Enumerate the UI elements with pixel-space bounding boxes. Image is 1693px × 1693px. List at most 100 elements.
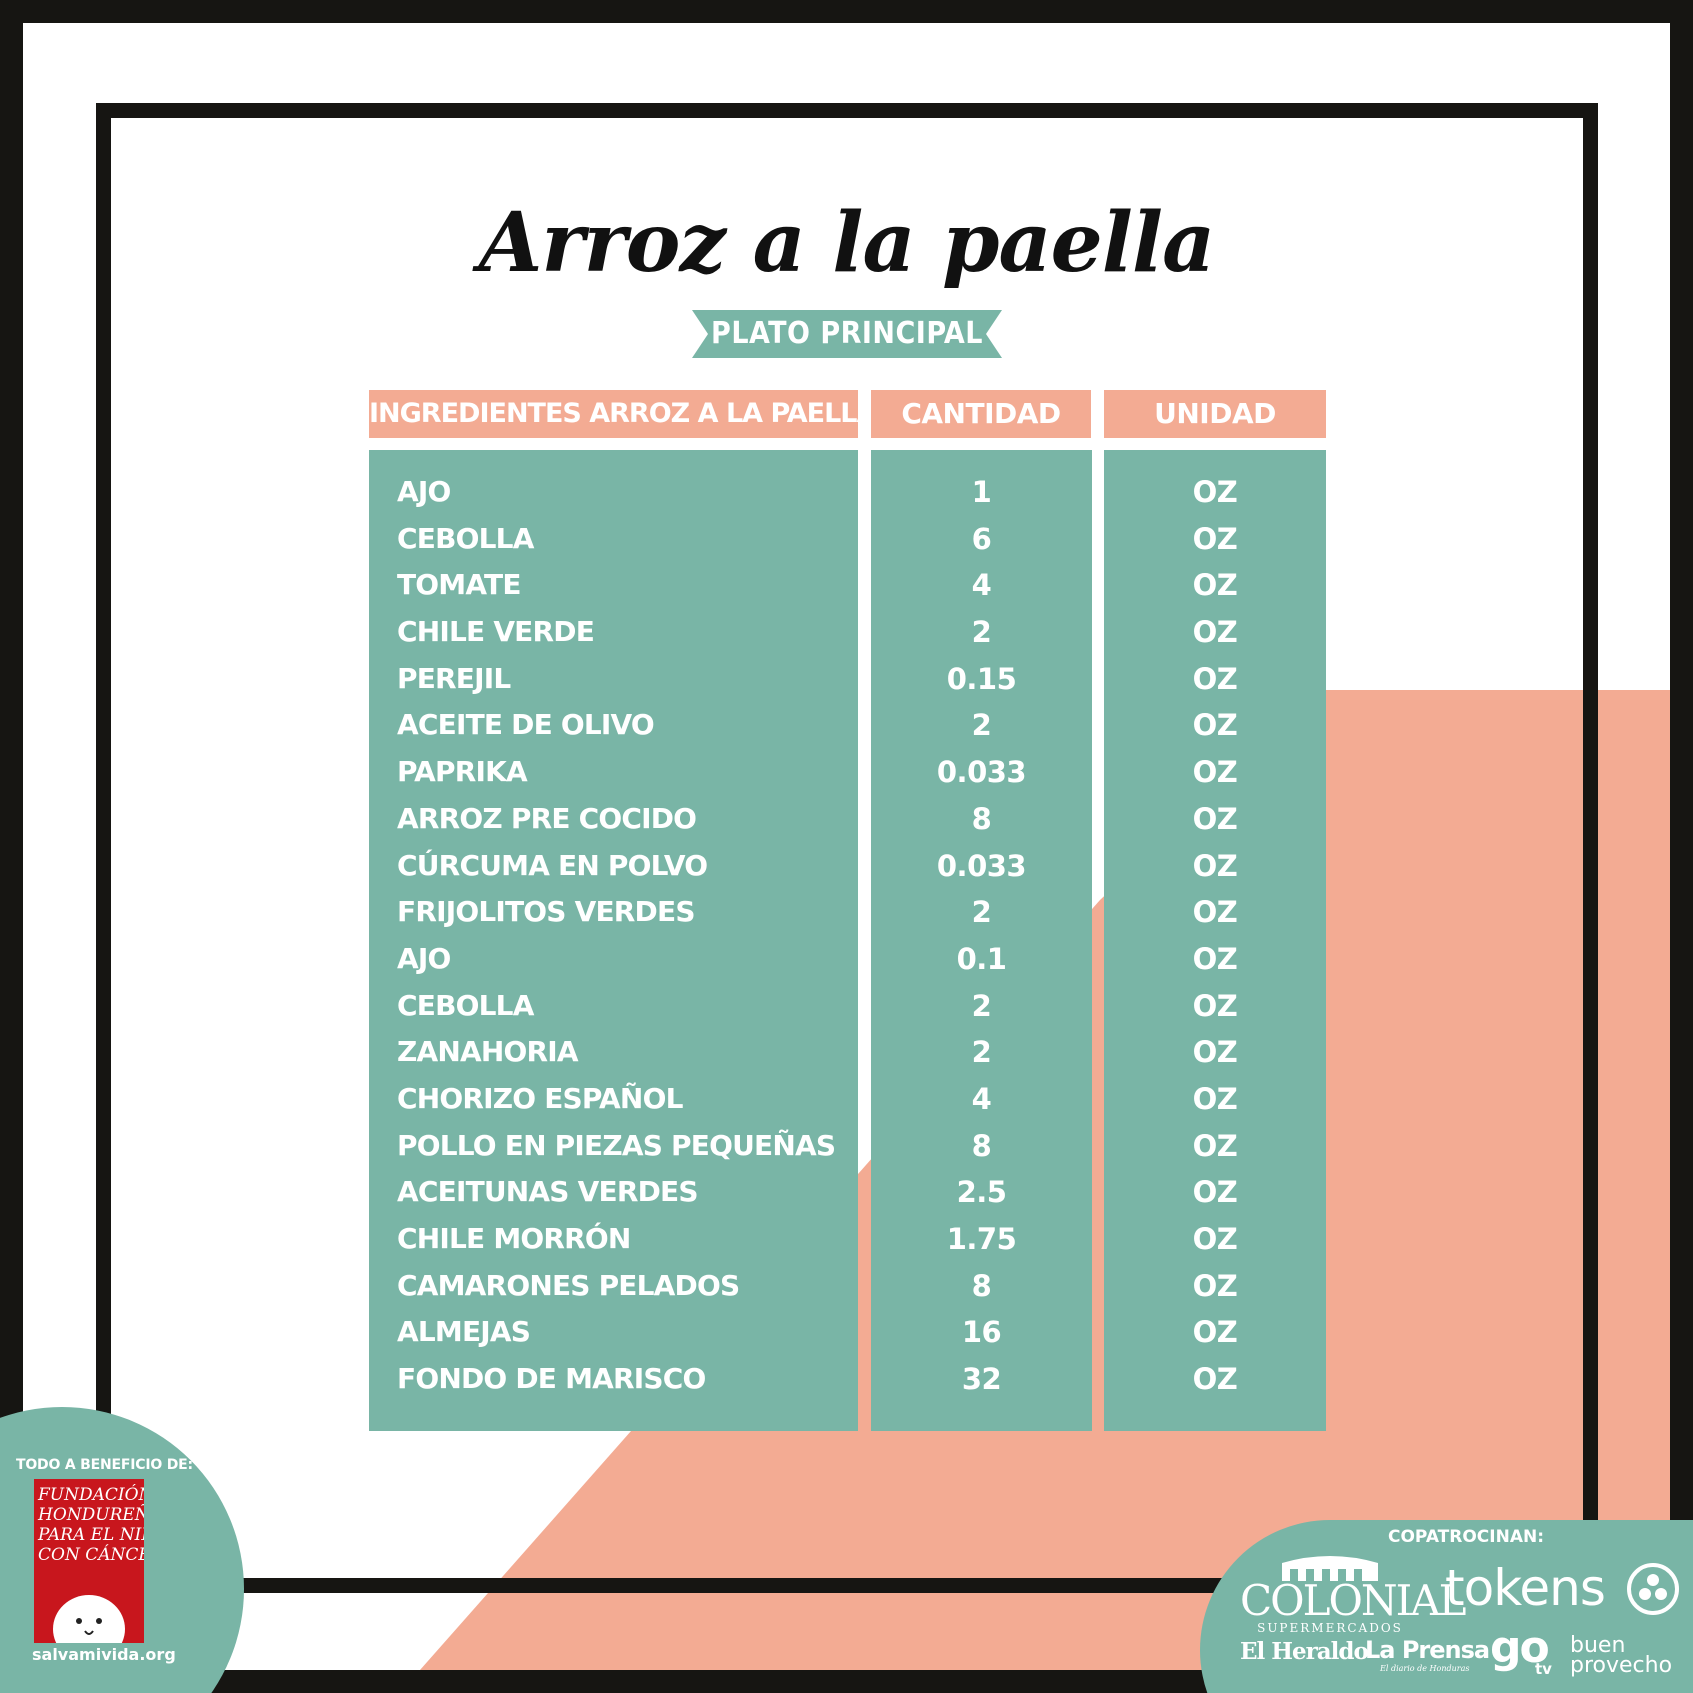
header-ingredients: INGREDIENTES ARROZ A LA PAELLA bbox=[369, 390, 858, 438]
ingredient-cell: CÚRCUMA EN POLVO bbox=[397, 848, 708, 882]
beneficiary-caption: TODO A BENEFICIO DE: bbox=[16, 1457, 193, 1473]
salmon-panel-right bbox=[1325, 690, 1670, 1670]
unit-cell: OZ bbox=[1192, 521, 1238, 556]
quantity-cell: 4 bbox=[971, 1081, 992, 1116]
ingredient-cell: CHILE MORRÓN bbox=[397, 1222, 631, 1255]
quantity-cell: 2 bbox=[971, 895, 992, 930]
colonial-logo: COLONIAL SUPERMERCADOS bbox=[1240, 1555, 1466, 1635]
fhncc-line-1: FUNDACIÓN bbox=[38, 1485, 144, 1505]
ingredient-cell: CAMARONES PELADOS bbox=[397, 1268, 740, 1302]
unit-cell: OZ bbox=[1192, 1175, 1238, 1210]
ingredient-cell: ARROZ PRE COCIDO bbox=[397, 801, 697, 835]
fhncc-logo: FUNDACIÓN HONDUREÑA PARA EL NIÑO CON CÁN… bbox=[34, 1479, 144, 1643]
unit-cell: OZ bbox=[1192, 988, 1238, 1023]
tokens-logo: tokens bbox=[1445, 1559, 1606, 1617]
ingredient-cell: CEBOLLA bbox=[397, 988, 534, 1022]
quantity-list: 1 6 4 2 0.15 2 0.033 8 0.033 2 0.1 2 2 4 8 2.5 1.75 8 16 32 bbox=[871, 469, 1092, 1403]
course-label: PLATO PRINCIPAL bbox=[711, 316, 983, 351]
unit-cell: OZ bbox=[1192, 661, 1238, 696]
unit-cell: OZ bbox=[1192, 1315, 1238, 1350]
ingredient-cell: POLLO EN PIEZAS PEQUEÑAS bbox=[397, 1128, 836, 1162]
ingredients-column: AJO CEBOLLA TOMATE CHILE VERDE PEREJIL ACEITE… bbox=[369, 450, 858, 1431]
quantity-cell: 0.15 bbox=[946, 661, 1017, 696]
quantity-cell: 8 bbox=[971, 801, 992, 836]
ingredient-cell: ALMEJAS bbox=[397, 1315, 531, 1349]
unit-cell: OZ bbox=[1192, 755, 1238, 790]
la-prensa-logo: La Prensa bbox=[1365, 1636, 1490, 1664]
unit-cell: OZ bbox=[1192, 1222, 1238, 1256]
unit-cell: OZ bbox=[1192, 941, 1238, 976]
ingredient-cell: CHILE VERDE bbox=[397, 615, 595, 649]
quantity-cell: 1 bbox=[971, 475, 992, 509]
la-prensa-tagline: El diario de Honduras bbox=[1380, 1664, 1470, 1673]
gotv-logo: go bbox=[1490, 1622, 1550, 1673]
fhncc-line-4: CON CÁNCER bbox=[38, 1545, 144, 1565]
fhncc-line-3: PARA EL NIÑO bbox=[38, 1525, 144, 1545]
tokens-logo-icon bbox=[1627, 1563, 1679, 1615]
ingredient-cell: PEREJIL bbox=[397, 661, 511, 695]
unit-cell: OZ bbox=[1192, 1035, 1238, 1070]
buen-provecho-logo: buen provecho bbox=[1570, 1633, 1673, 1678]
ribbon-shape bbox=[692, 310, 1002, 358]
quantity-cell: 16 bbox=[961, 1315, 1002, 1350]
fhncc-logo-text: FUNDACIÓN HONDUREÑA PARA EL NIÑO CON CÁN… bbox=[38, 1485, 144, 1565]
quantity-cell: 1.75 bbox=[946, 1222, 1017, 1256]
ingredient-cell: AJO bbox=[397, 475, 451, 508]
quantity-cell: 6 bbox=[971, 521, 992, 556]
sponsors-caption: COPATROCINAN: bbox=[1388, 1527, 1545, 1547]
quantity-cell: 2 bbox=[971, 1035, 992, 1070]
quantity-cell: 2.5 bbox=[956, 1175, 1007, 1210]
unit-column: OZ OZ OZ OZ OZ OZ OZ OZ OZ OZ OZ OZ OZ OZ OZ OZ OZ OZ OZ OZ bbox=[1104, 450, 1326, 1431]
quantity-cell: 8 bbox=[971, 1128, 992, 1163]
sponsors-badge bbox=[1200, 1520, 1693, 1693]
unit-cell: OZ bbox=[1192, 568, 1238, 603]
quantity-column: 1 6 4 2 0.15 2 0.033 8 0.033 2 0.1 2 2 4 8 2.5 1.75 8 16 32 bbox=[871, 450, 1092, 1431]
quantity-cell: 4 bbox=[971, 568, 992, 603]
gotv-logo-tv: tv bbox=[1535, 1660, 1552, 1678]
course-ribbon: PLATO PRINCIPAL bbox=[692, 310, 1002, 358]
ingredient-cell: PAPRIKA bbox=[397, 755, 528, 789]
quantity-cell: 2 bbox=[971, 988, 992, 1023]
unit-cell: OZ bbox=[1192, 1081, 1238, 1116]
ingredient-cell: ZANAHORIA bbox=[397, 1035, 579, 1069]
ingredient-cell: TOMATE bbox=[397, 568, 522, 602]
unit-cell: OZ bbox=[1192, 801, 1238, 836]
ingredient-cell: ACEITE DE OLIVO bbox=[397, 708, 655, 742]
beneficiary-url[interactable]: salvamivida.org bbox=[32, 1645, 176, 1664]
buen-provecho-line-1: buen bbox=[1570, 1633, 1626, 1658]
colonial-name: COLONIAL bbox=[1240, 1576, 1466, 1625]
quantity-cell: 2 bbox=[971, 615, 992, 650]
quantity-cell: 0.033 bbox=[936, 755, 1027, 790]
quantity-cell: 32 bbox=[961, 1362, 1002, 1397]
unit-cell: OZ bbox=[1192, 1362, 1238, 1397]
quantity-cell: 0.1 bbox=[956, 941, 1007, 976]
ingredient-cell: CEBOLLA bbox=[397, 521, 534, 555]
quantity-cell: 0.033 bbox=[936, 848, 1027, 883]
unit-cell: OZ bbox=[1192, 1268, 1238, 1303]
ingredient-cell: FONDO DE MARISCO bbox=[397, 1362, 706, 1396]
ingredient-cell: FRIJOLITOS VERDES bbox=[397, 895, 696, 929]
unit-cell: OZ bbox=[1192, 1128, 1238, 1163]
quantity-cell: 8 bbox=[971, 1268, 992, 1303]
header-unit: UNIDAD bbox=[1104, 390, 1326, 438]
unit-cell: OZ bbox=[1192, 895, 1238, 930]
fhncc-line-2: HONDUREÑA bbox=[38, 1505, 144, 1525]
unit-list: OZ OZ OZ OZ OZ OZ OZ OZ OZ OZ OZ OZ OZ OZ OZ OZ OZ OZ OZ OZ bbox=[1104, 469, 1326, 1403]
unit-cell: OZ bbox=[1192, 708, 1238, 743]
mascot-face-icon bbox=[53, 1595, 125, 1643]
ingredient-cell: AJO bbox=[397, 941, 451, 975]
colonial-sub: SUPERMERCADOS bbox=[1257, 1621, 1403, 1635]
colonial-arch-icon bbox=[1282, 1556, 1378, 1581]
unit-cell: OZ bbox=[1192, 475, 1238, 509]
recipe-title: Arroz a la paella bbox=[478, 195, 1215, 291]
ingredient-cell: CHORIZO ESPAÑOL bbox=[397, 1081, 683, 1115]
quantity-cell: 2 bbox=[971, 708, 992, 743]
unit-cell: OZ bbox=[1192, 848, 1238, 883]
buen-provecho-line-2: provecho bbox=[1570, 1653, 1673, 1678]
ingredients-list: AJO CEBOLLA TOMATE CHILE VERDE PEREJIL ACEITE… bbox=[369, 469, 858, 1403]
ingredient-cell: ACEITUNAS VERDES bbox=[397, 1175, 699, 1209]
unit-cell: OZ bbox=[1192, 615, 1238, 650]
el-heraldo-logo: El Heraldo bbox=[1240, 1638, 1369, 1665]
header-quantity: CANTIDAD bbox=[871, 390, 1091, 438]
